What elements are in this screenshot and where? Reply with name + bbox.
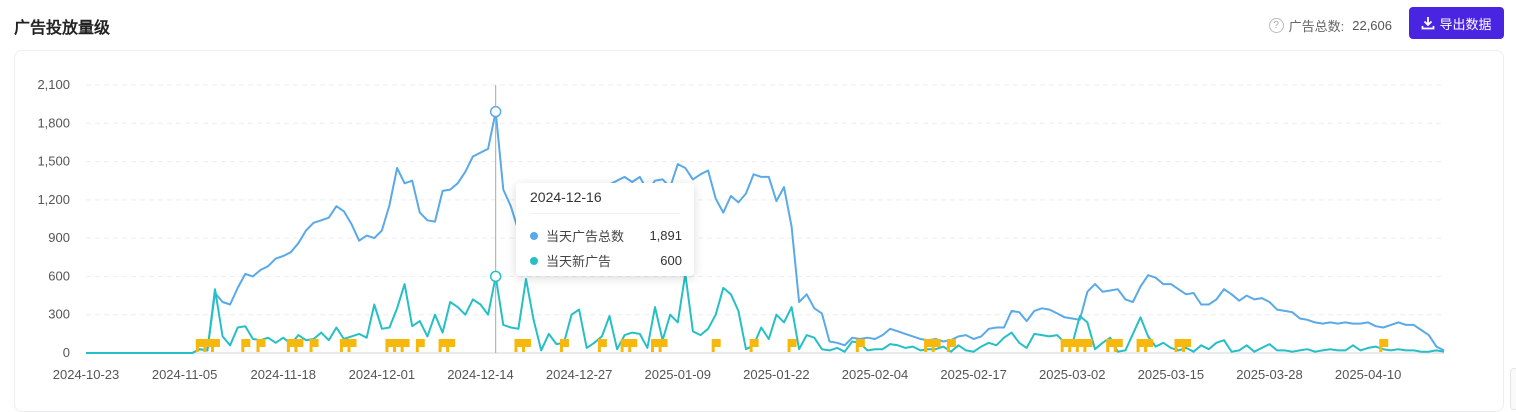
- event-flag-icon[interactable]: [855, 339, 865, 352]
- download-icon: [1421, 16, 1435, 30]
- x-tick-label: 2025-03-15: [1138, 367, 1205, 382]
- event-flag-icon[interactable]: [924, 339, 934, 352]
- event-flag-icon[interactable]: [241, 339, 251, 352]
- event-flag-icon[interactable]: [1174, 339, 1184, 352]
- y-tick-label: 900: [48, 230, 70, 245]
- page-title: 广告投放量级: [14, 20, 111, 37]
- series-dot-total: [530, 231, 538, 240]
- event-flag-icon[interactable]: [1083, 339, 1093, 352]
- export-label: 导出数据: [1439, 16, 1492, 32]
- event-flag-icon[interactable]: [620, 339, 630, 352]
- x-tick-label: 2024-11-05: [152, 367, 218, 382]
- total-count: ? 广告总数: 22,606: [1268, 16, 1392, 35]
- event-flag-icon[interactable]: [385, 339, 395, 352]
- x-tick-label: 2024-10-23: [53, 367, 120, 382]
- tooltip-series-value: 600: [660, 253, 682, 268]
- y-tick-label: 2,100: [37, 77, 70, 92]
- x-tick-label: 2024-12-01: [349, 367, 416, 382]
- event-flag-icon[interactable]: [203, 339, 213, 352]
- event-flag-icon[interactable]: [1106, 339, 1116, 352]
- header-bar: 广告投放量级 ? 广告总数: 22,606 导出数据: [0, 0, 1516, 48]
- tooltip-date: 2024-12-16: [530, 189, 602, 205]
- event-flag-icon[interactable]: [339, 339, 349, 352]
- x-tick-label: 2025-02-17: [940, 367, 1007, 382]
- event-flag-icon[interactable]: [1113, 339, 1123, 352]
- total-value: 22,606: [1352, 18, 1392, 33]
- y-tick-label: 1,500: [37, 154, 70, 169]
- tooltip-series-name: 当天广告总数: [546, 229, 625, 244]
- x-tick-label: 2025-04-10: [1335, 367, 1402, 382]
- event-flag-icon[interactable]: [1136, 339, 1146, 352]
- scroll-handle[interactable]: [1510, 368, 1516, 410]
- x-tick-label: 2025-01-09: [645, 367, 712, 382]
- x-tick-label: 2024-12-27: [546, 367, 613, 382]
- event-flag-icon[interactable]: [309, 339, 319, 352]
- y-tick-label: 300: [48, 307, 70, 322]
- event-flag-icon[interactable]: [946, 339, 956, 352]
- export-data-button[interactable]: 导出数据: [1409, 7, 1504, 39]
- event-flag-icon[interactable]: [711, 339, 721, 352]
- x-tick-label: 2025-03-28: [1236, 367, 1303, 382]
- event-flag-icon[interactable]: [256, 339, 266, 352]
- event-flag-icon[interactable]: [559, 339, 569, 352]
- event-flag-icon[interactable]: [294, 339, 304, 352]
- chart-tooltip: 2024-12-16 当天广告总数 1,891 当天新广告 600: [516, 183, 694, 276]
- chart-card: [14, 50, 1504, 412]
- highlight-point: [489, 105, 502, 118]
- event-flag-icon[interactable]: [628, 339, 638, 352]
- event-flag-icon[interactable]: [1182, 339, 1192, 352]
- event-flag-icon[interactable]: [415, 339, 425, 352]
- event-flag-icon[interactable]: [658, 339, 668, 352]
- question-circle-icon[interactable]: ?: [1268, 18, 1284, 33]
- event-flag-icon[interactable]: [787, 339, 797, 352]
- event-flag-icon[interactable]: [1060, 339, 1070, 352]
- event-flag-icon[interactable]: [1075, 339, 1085, 352]
- y-tick-label: 1,800: [37, 115, 70, 130]
- event-flag-icon[interactable]: [195, 339, 205, 352]
- event-flag-icon[interactable]: [749, 339, 759, 352]
- event-flag-icon[interactable]: [522, 339, 532, 352]
- x-tick-label: 2025-02-04: [842, 367, 909, 382]
- x-tick-label: 2024-12-14: [447, 367, 514, 382]
- event-flag-icon[interactable]: [1379, 339, 1389, 352]
- event-flag-icon[interactable]: [400, 339, 410, 352]
- series-dot-new: [530, 256, 538, 265]
- event-flag-icon[interactable]: [1144, 339, 1154, 352]
- x-tick-label: 2025-03-02: [1039, 367, 1106, 382]
- event-flag-icon[interactable]: [210, 339, 220, 352]
- series-line-new: [86, 272, 1445, 354]
- event-flag-icon[interactable]: [597, 339, 607, 352]
- event-flag-icon[interactable]: [347, 339, 357, 352]
- event-flag-icon[interactable]: [393, 339, 403, 352]
- y-tick-label: 1,200: [37, 192, 70, 207]
- event-flag-icon[interactable]: [446, 339, 456, 352]
- y-tick-label: 0: [63, 345, 70, 360]
- tooltip-row-new: 当天新广告 600: [530, 251, 682, 270]
- series-line-total: [86, 110, 1445, 354]
- event-flag-icon[interactable]: [286, 339, 296, 352]
- highlight-point: [489, 270, 502, 283]
- x-tick-label: 2024-11-18: [250, 367, 316, 382]
- y-tick-label: 600: [48, 268, 70, 283]
- tooltip-row-total: 当天广告总数 1,891: [530, 226, 682, 245]
- event-flag-icon[interactable]: [650, 339, 660, 352]
- event-flag-icon[interactable]: [438, 339, 448, 352]
- event-flag-icon[interactable]: [1068, 339, 1078, 352]
- ad-volume-chart[interactable]: 0 300 600 900 1,200 1,500 1,800 2,100 2024-10-23…: [0, 0, 1516, 400]
- event-flag-icon[interactable]: [931, 339, 941, 352]
- total-label: 广告总数:: [1288, 19, 1345, 34]
- event-flag-icon[interactable]: [514, 339, 524, 352]
- tooltip-series-name: 当天新广告: [546, 254, 612, 269]
- tooltip-series-value: 1,891: [649, 228, 682, 243]
- x-tick-label: 2025-01-22: [743, 367, 810, 382]
